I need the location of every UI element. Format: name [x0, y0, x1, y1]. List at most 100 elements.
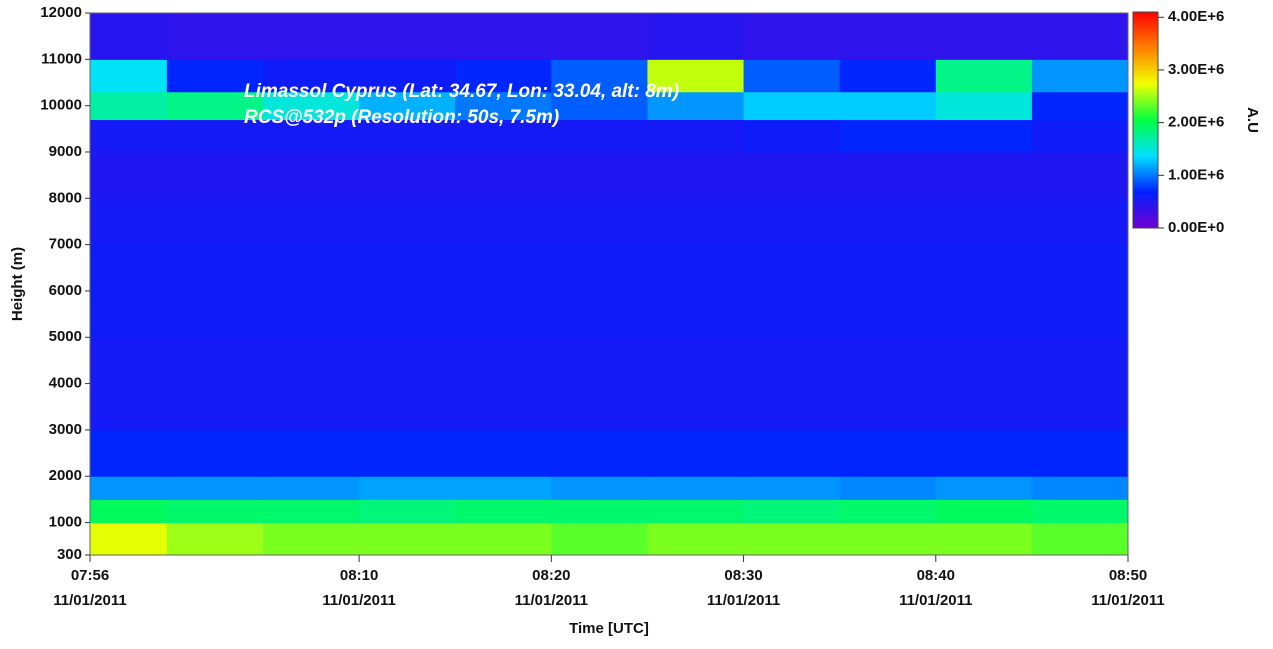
heatmap-cell — [359, 522, 456, 556]
y-tick-label: 10000 — [40, 97, 82, 114]
colorbar — [1132, 11, 1159, 229]
x-tick-label: 07:56 — [71, 567, 109, 584]
heatmap-cell — [1031, 290, 1129, 338]
heatmap-cell — [166, 429, 264, 477]
heatmap-cell — [455, 429, 552, 477]
heatmap-cell — [359, 119, 456, 153]
heatmap-cell — [839, 198, 937, 246]
heatmap-cell — [90, 244, 168, 292]
heatmap-cell — [935, 429, 1033, 477]
heatmap-cell — [839, 383, 937, 431]
heatmap-cell — [359, 91, 456, 121]
heatmap-cell — [1031, 59, 1129, 93]
y-tick-label: 9000 — [49, 143, 82, 160]
heatmap-cell — [455, 522, 552, 556]
heatmap-cell — [359, 151, 456, 199]
heatmap-cell — [166, 244, 264, 292]
heatmap-cell — [935, 476, 1033, 500]
heatmap-cell — [455, 151, 552, 199]
heatmap-cell — [935, 119, 1033, 153]
heatmap-cell — [359, 244, 456, 292]
heatmap-cell — [263, 13, 360, 60]
heatmap-cell — [166, 499, 264, 524]
heatmap-cell — [743, 91, 841, 121]
heatmap-cell — [935, 290, 1033, 338]
heatmap-cell — [647, 522, 745, 556]
x-tick-date: 11/01/2011 — [1091, 592, 1164, 609]
x-tick-label: 08:50 — [1109, 567, 1147, 584]
heatmap-cell — [166, 337, 264, 385]
heatmap-cell — [935, 198, 1033, 246]
colorbar-tick-label: 2.00E+6 — [1168, 114, 1224, 131]
heatmap-cell — [647, 476, 745, 500]
heatmap-cell — [935, 244, 1033, 292]
heatmap-cell — [551, 151, 648, 199]
heatmap-cell — [359, 290, 456, 338]
y-tick-label: 4000 — [49, 375, 82, 392]
heatmap-cell — [166, 290, 264, 338]
heatmap-cell — [263, 383, 360, 431]
heatmap-cell — [166, 522, 264, 556]
heatmap-cell — [935, 151, 1033, 199]
heatmap-cell — [551, 476, 648, 500]
heatmap-cell — [743, 59, 841, 93]
heatmap-cell — [90, 91, 168, 121]
heatmap-cell — [263, 91, 360, 121]
heatmap-cell — [551, 499, 648, 524]
y-tick-label: 1000 — [49, 514, 82, 531]
heatmap-cell — [935, 499, 1033, 524]
colorbar-tick-label: 4.00E+6 — [1168, 8, 1224, 25]
heatmap-cell — [1031, 499, 1129, 524]
heatmap-cell — [647, 337, 745, 385]
heatmap-cell — [1031, 383, 1129, 431]
heatmap-cell — [455, 244, 552, 292]
heatmap-cell — [551, 13, 648, 60]
heatmap-cell — [455, 383, 552, 431]
heatmap-cell — [1031, 13, 1129, 60]
x-tick-label: 08:10 — [340, 567, 378, 584]
y-tick-label: 12000 — [40, 4, 82, 21]
heatmap-cell — [839, 337, 937, 385]
annotation: Limassol Cyprus (Lat: 34.67, Lon: 33.04,… — [244, 81, 679, 102]
heatmap-cell — [839, 13, 937, 60]
heatmap-cell — [1031, 151, 1129, 199]
heatmap-cell — [166, 59, 264, 93]
heatmap-cell — [743, 290, 841, 338]
heatmap-cell — [455, 476, 552, 500]
heatmap-cell — [1031, 198, 1129, 246]
heatmap-cell — [455, 499, 552, 524]
x-tick-date: 11/01/2011 — [515, 592, 588, 609]
x-tick-label: 08:20 — [532, 567, 570, 584]
y-tick-label: 300 — [57, 546, 82, 563]
heatmap-cell — [647, 119, 745, 153]
heatmap-cell — [935, 91, 1033, 121]
heatmap-cell — [90, 337, 168, 385]
heatmap-cell — [166, 198, 264, 246]
heatmap-cell — [359, 429, 456, 477]
heatmap-cell — [935, 13, 1033, 60]
heatmap-cell — [1031, 91, 1129, 121]
y-tick-label: 3000 — [49, 421, 82, 438]
heatmap-cell — [455, 119, 552, 153]
heatmap-cell — [166, 476, 264, 500]
heatmap-cell — [839, 59, 937, 93]
heatmap-cell — [90, 429, 168, 477]
heatmap-cell — [1031, 337, 1129, 385]
heatmap-cell — [551, 91, 648, 121]
x-tick-label: 08:40 — [917, 567, 955, 584]
heatmap-cell — [743, 476, 841, 500]
heatmap-cell — [647, 244, 745, 292]
heatmap-cell — [839, 476, 937, 500]
heatmap-cell — [551, 244, 648, 292]
colorbar-tick-label: 3.00E+6 — [1168, 61, 1224, 78]
heatmap-cell — [90, 383, 168, 431]
heatmap-cell — [743, 429, 841, 477]
heatmap-cell — [455, 13, 552, 60]
heatmap-cell — [166, 383, 264, 431]
heatmap-cell — [359, 476, 456, 500]
heatmap-cell — [743, 119, 841, 153]
heatmap-cell — [263, 476, 360, 500]
heatmap-cell — [166, 13, 264, 60]
heatmap-cell — [839, 151, 937, 199]
heatmap-cell — [90, 522, 168, 556]
